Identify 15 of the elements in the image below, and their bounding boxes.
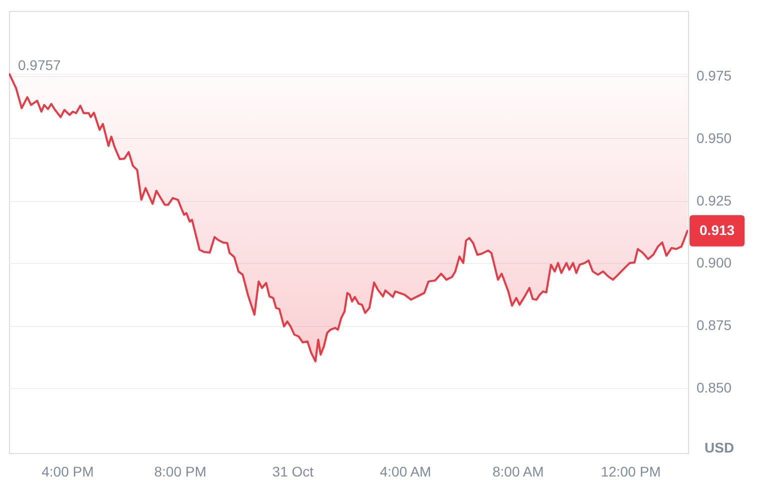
ref-line-label: 0.9757 <box>18 57 62 74</box>
x-tick-label: 4:00 AM <box>380 464 432 480</box>
y-tick-label: 0.875 <box>696 317 732 334</box>
y-tick-label: 0.975 <box>696 67 732 84</box>
y-tick-label: 0.925 <box>696 192 732 208</box>
y-axis-title: USD <box>704 440 734 456</box>
annotation: 0.913 <box>700 222 735 238</box>
x-tick-label: 4:00 PM <box>42 464 94 480</box>
x-tick-label: 8:00 PM <box>154 464 206 480</box>
x-tick-label: 12:00 PM <box>600 464 661 480</box>
x-tick-label: 8:00 AM <box>492 464 544 480</box>
y-tick-label: 0.850 <box>696 380 732 396</box>
y-tick-label: 0.950 <box>696 130 732 146</box>
y-tick-label: 0.900 <box>696 254 732 271</box>
x-tick-label: 31 Oct <box>272 464 314 480</box>
